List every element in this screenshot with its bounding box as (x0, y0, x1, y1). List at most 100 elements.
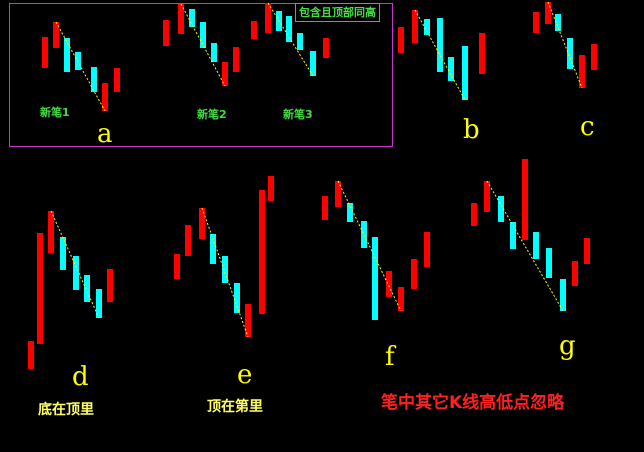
new-stroke-label-2: 新笔2 (197, 108, 227, 121)
letter-g: g (559, 331, 576, 361)
figure-a (42, 21, 120, 112)
candle-f-6 (386, 271, 392, 297)
candle-a2-5 (211, 43, 217, 62)
letter-b: b (463, 115, 480, 145)
candle-d-1 (28, 341, 34, 369)
candle-f-1 (322, 196, 328, 220)
stroke-line-a (55, 21, 106, 112)
caption-e: 顶在第里 (207, 399, 263, 415)
candle-d-2 (37, 233, 43, 344)
candle-a3-2 (265, 3, 271, 33)
candle-f-8 (411, 259, 417, 289)
candle-a2-4 (200, 22, 206, 48)
candle-a3-6 (310, 51, 316, 76)
candle-b-1 (398, 27, 404, 53)
candle-d-6 (84, 275, 90, 302)
candle-g-5 (522, 159, 528, 240)
stroke-line-a2 (180, 3, 226, 87)
candle-g-9 (572, 261, 578, 286)
candle-a3-7 (323, 38, 329, 58)
figure-d (28, 210, 113, 369)
stroke-line-f (337, 180, 402, 312)
stroke-line-b (414, 9, 466, 101)
candle-e-6 (234, 283, 240, 313)
candle-g-10 (584, 238, 590, 264)
figure-g (471, 159, 590, 312)
caption-d: 底在顶里 (38, 402, 94, 418)
candle-b-7 (479, 33, 485, 74)
candle-e-7 (245, 304, 251, 337)
candle-a-7 (114, 68, 120, 92)
letter-f: f (385, 342, 395, 372)
figure-a3 (251, 2, 329, 77)
new-stroke-label-1: 新笔1 (40, 106, 70, 119)
candle-e-1 (174, 254, 180, 279)
candle-f-7 (398, 287, 404, 311)
candle-d-4 (60, 237, 66, 270)
candle-b-5 (448, 57, 454, 81)
candle-d-3 (48, 211, 54, 253)
candle-a2-3 (189, 9, 195, 27)
candle-c-1 (533, 12, 539, 33)
candle-a-5 (91, 67, 97, 92)
letter-d: d (72, 362, 89, 392)
candle-a2-2 (178, 4, 184, 34)
letter-c: c (580, 112, 595, 142)
candle-g-2 (484, 181, 490, 212)
candle-b-4 (437, 18, 443, 72)
figure-b (398, 9, 485, 101)
stroke-line-c (547, 1, 583, 89)
candle-c-5 (579, 55, 585, 88)
stroke-line-d (50, 210, 100, 319)
candle-e-2 (185, 225, 191, 256)
candle-a3-4 (286, 16, 292, 42)
candle-f-4 (361, 221, 367, 248)
candle-f-3 (347, 203, 353, 222)
candle-c-3 (555, 14, 561, 31)
candle-e-8 (259, 190, 265, 314)
stroke-line-g (486, 180, 564, 312)
candle-b-3 (424, 19, 430, 35)
candle-a2-7 (233, 47, 239, 72)
new-stroke-label-3: 新笔3 (283, 108, 313, 121)
candle-d-7 (96, 289, 102, 318)
figure-e (174, 176, 274, 338)
candle-a2-6 (222, 62, 228, 86)
candle-g-3 (498, 196, 504, 222)
candle-a3-1 (251, 21, 257, 39)
candle-a-2 (53, 22, 59, 48)
candle-a-1 (42, 37, 48, 68)
candle-d-5 (73, 256, 79, 290)
candle-e-5 (222, 256, 228, 283)
candle-e-9 (268, 176, 274, 201)
candle-c-4 (567, 38, 573, 69)
candle-d-8 (107, 269, 113, 302)
ignore-note: 笔中其它K线高低点忽略 (381, 393, 565, 413)
candle-f-9 (424, 232, 430, 267)
candle-g-6 (533, 232, 539, 259)
letter-a: a (97, 119, 113, 149)
figure-c (533, 1, 597, 89)
candle-a-6 (102, 83, 108, 111)
candle-g-7 (546, 248, 552, 278)
candle-e-3 (199, 208, 205, 239)
inset-badge: 包含且顶部同高 (295, 3, 380, 22)
candle-b-6 (462, 46, 468, 100)
candle-g-1 (471, 203, 477, 226)
candle-f-5 (372, 237, 378, 320)
candle-g-4 (510, 222, 516, 249)
candle-a-3 (64, 38, 70, 72)
candle-b-2 (412, 10, 418, 43)
candle-a2-1 (163, 20, 169, 46)
inset-frame (9, 3, 393, 147)
figure-f (322, 180, 430, 320)
candle-c-2 (545, 2, 551, 24)
figure-a2 (163, 3, 239, 87)
candle-g-8 (560, 279, 566, 311)
candle-e-4 (210, 234, 216, 264)
candle-f-2 (335, 181, 341, 207)
candle-a3-5 (297, 33, 303, 50)
stroke-line-e (201, 207, 249, 338)
